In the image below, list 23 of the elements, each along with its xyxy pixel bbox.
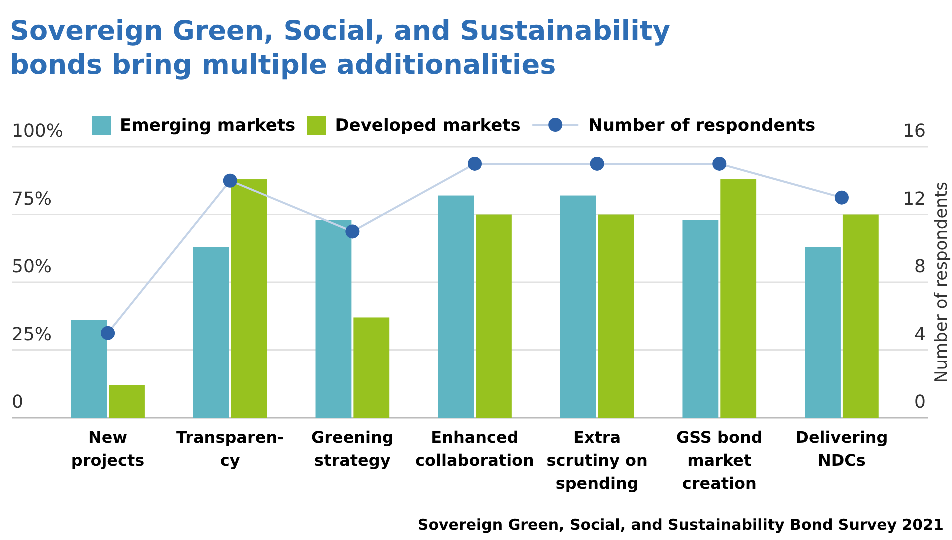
x-tick-label: Delivering NDCs [796, 428, 888, 470]
y-tick-label: 100% [12, 121, 64, 142]
y-tick-label: 50% [12, 256, 52, 278]
y2-tick-label: 0 [914, 392, 926, 413]
legend-label: Developed markets [335, 116, 521, 136]
legend-label: Emerging markets [120, 116, 296, 136]
x-tick-label: Transparen- cy [176, 428, 284, 470]
y2-axis-title: Number of respondents [932, 182, 952, 383]
legend-label: Number of respondents [588, 116, 816, 136]
y2-tick-label: 12 [903, 188, 926, 210]
x-tick-label: GSS bond market creation [676, 428, 763, 493]
text: Sovereign Green, Social, and Sustainability Bond Survey 2021 [418, 516, 944, 534]
x-tick-label: New projects [71, 428, 145, 470]
y-tick-label: 0 [12, 392, 24, 413]
y2-tick-label: 8 [914, 256, 926, 278]
x-tick-label: Greening strategy [311, 428, 394, 470]
y2-tick-label: 16 [903, 121, 926, 142]
y-tick-label: 75% [12, 188, 52, 210]
chart-title: Sovereign Green, Social, and Sustainability bonds bring multiple additionalities [10, 16, 671, 81]
y2-tick-label: 4 [914, 324, 926, 346]
x-tick-label: Enhanced collaboration [416, 428, 534, 470]
y-tick-label: 25% [12, 324, 52, 346]
x-tick-label: Extra scrutiny on spending [546, 428, 648, 493]
